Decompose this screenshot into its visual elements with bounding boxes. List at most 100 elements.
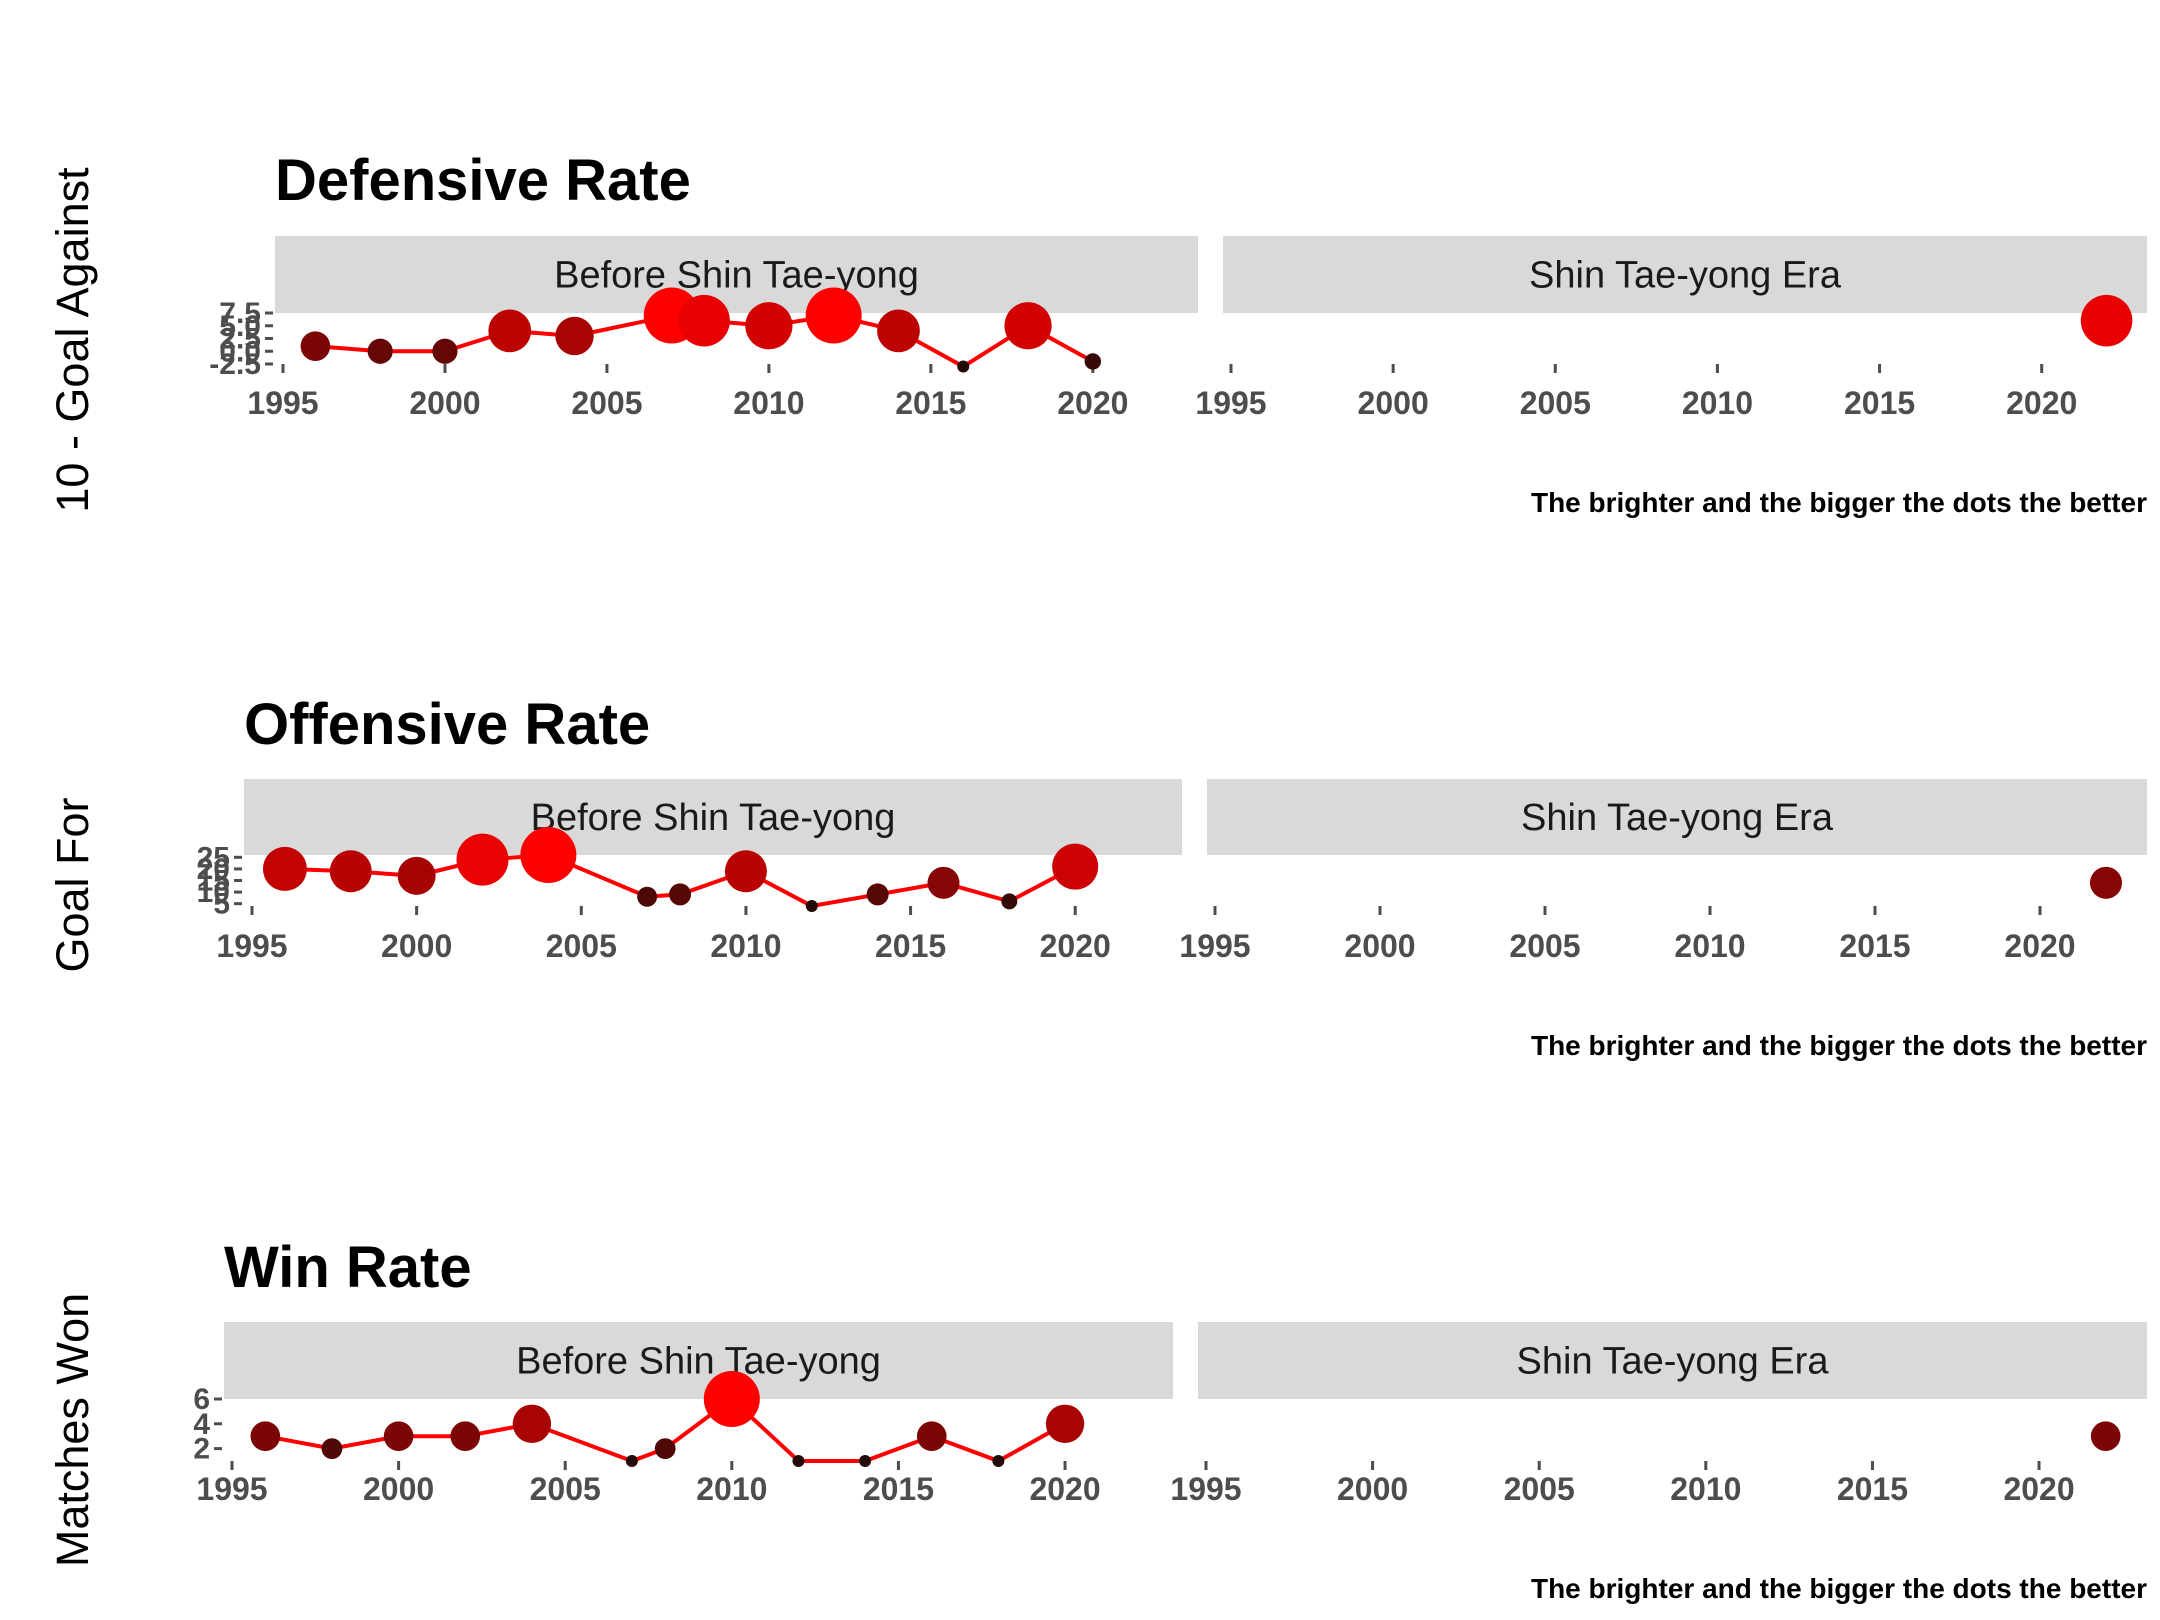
facet-panel-2: Shin Tae-yong Era 1995 2000 2005 2010 2015 202… xyxy=(1170,1322,2147,1507)
facet-strip-label: Shin Tae-yong Era xyxy=(1517,1341,1830,1383)
data-point xyxy=(992,1455,1005,1467)
data-point xyxy=(2080,294,2133,347)
x-tick-label: 2010 xyxy=(1670,1471,1741,1507)
y-tick-label: 5 xyxy=(213,888,230,921)
x-tick-label: 2015 xyxy=(1839,928,1910,964)
data-point xyxy=(637,886,658,907)
data-point xyxy=(250,1421,281,1451)
data-point xyxy=(724,850,767,893)
data-point xyxy=(432,338,458,364)
y-tick-label: 0.0 xyxy=(219,335,261,368)
data-point xyxy=(745,302,793,350)
facet-panel-2: Shin Tae-yong Era 1995 2000 2005 2010 2015 202… xyxy=(1179,779,2147,964)
data-point xyxy=(792,1455,805,1467)
x-tick-label: 2015 xyxy=(1844,385,1915,421)
chart-1: 10 - Goal Against Defensive Rate -2.50.02.… xyxy=(47,148,2147,518)
data-point xyxy=(397,856,436,895)
y-tick-label: 15 xyxy=(197,865,230,898)
data-point xyxy=(654,1438,676,1459)
x-tick-label: 2005 xyxy=(1509,928,1580,964)
chart-caption: The brighter and the bigger the dots the… xyxy=(1531,1573,2147,1604)
x-tick-label: 2020 xyxy=(2003,1471,2074,1507)
chart-title: Defensive Rate xyxy=(275,148,691,213)
x-tick-label: 2015 xyxy=(875,928,946,964)
facet-panel-1: Before Shin Tae-yong 1995 2000 2005 2010 2015… xyxy=(196,1322,1173,1507)
facet-strip-label: Shin Tae-yong Era xyxy=(1529,255,1842,297)
y-axis-label: 10 - Goal Against xyxy=(47,167,98,513)
chart-title: Win Rate xyxy=(224,1235,472,1300)
x-tick-label: 2020 xyxy=(1040,928,1111,964)
data-point xyxy=(625,1455,638,1467)
facet-strip xyxy=(244,779,1182,855)
x-tick-label: 2000 xyxy=(1337,1471,1408,1507)
x-tick-label: 2005 xyxy=(1504,1471,1575,1507)
x-tick-label: 1995 xyxy=(196,1471,267,1507)
y-tick-label: 20 xyxy=(197,853,230,886)
data-point xyxy=(512,1404,552,1444)
data-point xyxy=(2090,1421,2121,1451)
x-tick-label: 2010 xyxy=(696,1471,767,1507)
x-tick-label: 2020 xyxy=(2004,928,2075,964)
x-tick-label: 2000 xyxy=(363,1471,434,1507)
y-tick-label: 10 xyxy=(197,876,230,909)
chart-title: Offensive Rate xyxy=(244,692,650,757)
y-tick-label: 6 xyxy=(193,1383,210,1416)
x-tick-label: 2010 xyxy=(1682,385,1753,421)
facet-strip xyxy=(1207,779,2147,855)
facet-strip-label: Before Shin Tae-yong xyxy=(554,255,919,297)
data-point xyxy=(1045,1404,1085,1444)
x-tick-label: 2005 xyxy=(530,1471,601,1507)
x-tick-label: 2005 xyxy=(1520,385,1591,421)
chart-caption: The brighter and the bigger the dots the… xyxy=(1531,487,2147,518)
data-point xyxy=(456,833,509,886)
x-tick-label: 2015 xyxy=(895,385,966,421)
facet-strip-label: Shin Tae-yong Era xyxy=(1521,797,1834,839)
data-point xyxy=(1001,893,1018,910)
facet-strip xyxy=(1223,236,2147,313)
data-point xyxy=(703,1371,760,1427)
y-axis-label: Matches Won xyxy=(47,1293,98,1567)
data-point xyxy=(329,850,372,893)
y-tick-label: 4 xyxy=(193,1408,210,1441)
facet-strip-label: Before Shin Tae-yong xyxy=(516,1341,881,1383)
data-point xyxy=(916,1421,947,1451)
x-tick-label: 2005 xyxy=(571,385,642,421)
data-point xyxy=(866,883,889,906)
data-point xyxy=(805,900,818,912)
x-tick-label: 1995 xyxy=(1170,1471,1241,1507)
data-point xyxy=(520,827,577,883)
facet-strip xyxy=(275,236,1198,313)
data-point xyxy=(488,309,532,353)
data-point xyxy=(669,883,692,906)
x-tick-label: 2010 xyxy=(1674,928,1745,964)
x-tick-label: 2020 xyxy=(1057,385,1128,421)
facet-panel-1: Before Shin Tae-yong 1995 2000 2005 2010 2015… xyxy=(247,236,1198,421)
data-point xyxy=(450,1421,481,1451)
data-point xyxy=(383,1421,414,1451)
facet-panel-1: Before Shin Tae-yong 1995 2000 2005 2010 2015… xyxy=(216,779,1182,964)
y-tick-label: 2.5 xyxy=(219,323,261,356)
facet-strip xyxy=(224,1322,1173,1399)
x-tick-label: 2000 xyxy=(409,385,480,421)
chart-3: Matches Won Win Rate 246 Before Shin Tae-yo… xyxy=(47,1235,2147,1604)
data-point xyxy=(877,309,920,353)
x-tick-label: 1995 xyxy=(1195,385,1266,421)
data-point xyxy=(805,287,862,344)
x-tick-label: 2005 xyxy=(546,928,617,964)
x-tick-label: 1995 xyxy=(216,928,287,964)
data-point xyxy=(1004,302,1052,350)
x-tick-label: 1995 xyxy=(1179,928,1250,964)
data-point xyxy=(262,846,307,891)
data-point xyxy=(321,1438,343,1459)
x-tick-label: 2000 xyxy=(1358,385,1429,421)
y-tick-label: 2 xyxy=(193,1433,210,1466)
y-tick-label: 7.5 xyxy=(219,297,261,330)
data-point xyxy=(300,331,331,361)
y-axis-label: Goal For xyxy=(47,797,98,972)
x-tick-label: 2015 xyxy=(1837,1471,1908,1507)
data-point xyxy=(1052,843,1099,890)
x-tick-label: 1995 xyxy=(247,385,318,421)
data-point xyxy=(367,338,393,364)
y-tick-label: 25 xyxy=(197,841,230,874)
